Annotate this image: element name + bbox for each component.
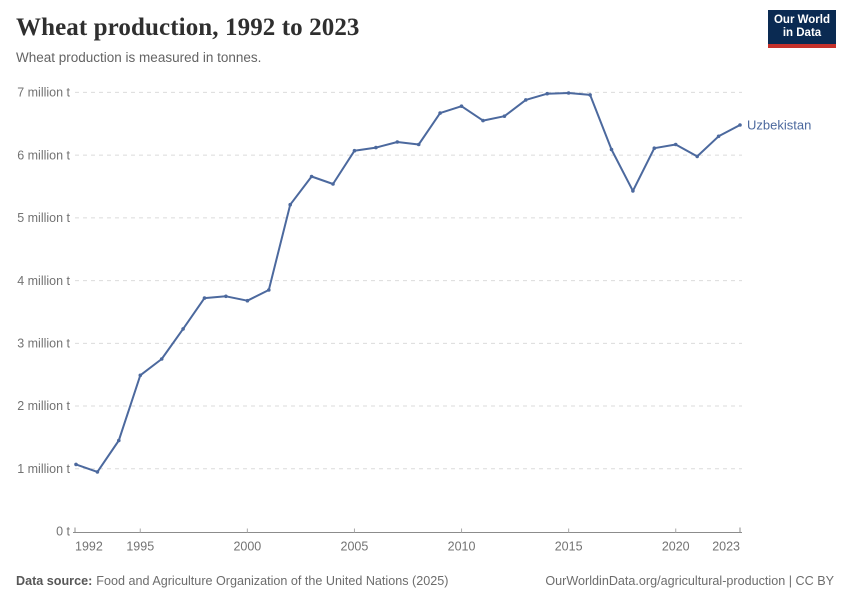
data-point-marker[interactable] [716,134,721,139]
gridlines-group [75,91,742,470]
data-point-marker[interactable] [609,147,614,152]
data-point-marker[interactable] [395,140,400,144]
y-axis-tick-label: 2 million t [17,399,70,413]
page-title: Wheat production, 1992 to 2023 [16,14,360,41]
x-axis-tick-label: 2023 [712,540,740,554]
data-point-marker[interactable] [502,114,507,118]
data-point-marker[interactable] [74,462,78,467]
x-axis-tick-label: 2020 [662,540,690,554]
data-point-marker[interactable] [673,142,678,147]
data-point-marker[interactable] [588,93,592,97]
data-point-marker[interactable] [288,202,293,207]
owid-logo-line2: in Data [782,27,822,39]
x-axis-tick-label: 1995 [126,540,154,554]
x-axis-tick-label: 2005 [341,540,369,554]
series-group [74,91,742,474]
data-point-marker[interactable] [631,189,635,193]
data-point-marker[interactable] [267,288,271,292]
data-point-marker[interactable] [331,182,335,186]
y-axis-labels-group: 0 t 1 million t 2 million t 3 million t 4 mi… [17,86,70,539]
x-axis-tick-label: 2015 [555,540,583,554]
data-point-marker[interactable] [545,91,549,96]
data-point-marker[interactable] [245,298,250,303]
data-point-marker[interactable] [459,104,464,108]
data-source-text: Food and Agriculture Organization of the… [96,574,449,588]
y-axis-tick-label: 7 million t [17,86,70,100]
y-axis-tick-label: 0 t [56,525,70,539]
x-axis-tick-label: 2010 [448,540,476,554]
owid-logo[interactable]: Our World in Data [768,10,836,48]
y-axis-tick-label: 6 million t [17,148,70,162]
y-axis-tick-label: 5 million t [17,211,70,225]
x-axis-tick-label: 1992 [75,540,103,554]
y-axis-tick-label: 3 million t [17,337,70,351]
owid-logo-line1: Our World [773,14,830,26]
data-point-marker[interactable] [117,438,121,443]
data-point-marker[interactable] [438,111,442,115]
y-axis-tick-label: 4 million t [17,274,70,288]
page-subtitle: Wheat production is measured in tonnes. [16,50,262,65]
data-point-marker[interactable] [481,118,485,123]
data-point-marker[interactable] [695,154,699,159]
x-axis-tick-label: 2000 [233,540,261,554]
data-point-marker[interactable] [566,91,571,95]
data-point-marker[interactable] [138,373,143,378]
data-source-label: Data source: [16,574,93,588]
data-point-marker[interactable] [309,174,314,179]
data-point-marker[interactable] [159,357,164,361]
data-point-marker[interactable] [181,327,185,331]
data-point-marker[interactable] [352,148,357,153]
data-point-marker[interactable] [524,98,528,102]
x-axis-group [73,527,742,533]
data-point-marker[interactable] [416,142,421,147]
data-point-marker[interactable] [652,146,657,150]
y-axis-tick-label: 1 million t [17,462,70,476]
data-point-marker[interactable] [374,145,378,150]
series-line-uzbekistan[interactable] [75,92,741,473]
data-point-marker[interactable] [738,123,742,127]
data-point-marker[interactable] [202,296,207,300]
chart-footer: Data source: Food and Agriculture Organiz… [16,574,834,588]
series-end-label[interactable]: Uzbekistan [747,118,811,133]
license-link[interactable]: OurWorldinData.org/agricultural-producti… [545,574,834,588]
x-axis-labels-group: 1992 1995 2000 2005 2010 2015 2020 2023 [75,540,740,554]
data-point-marker[interactable] [224,294,228,299]
data-source-note: Data source: Food and Agriculture Organiz… [16,574,448,588]
data-point-marker[interactable] [95,470,100,474]
